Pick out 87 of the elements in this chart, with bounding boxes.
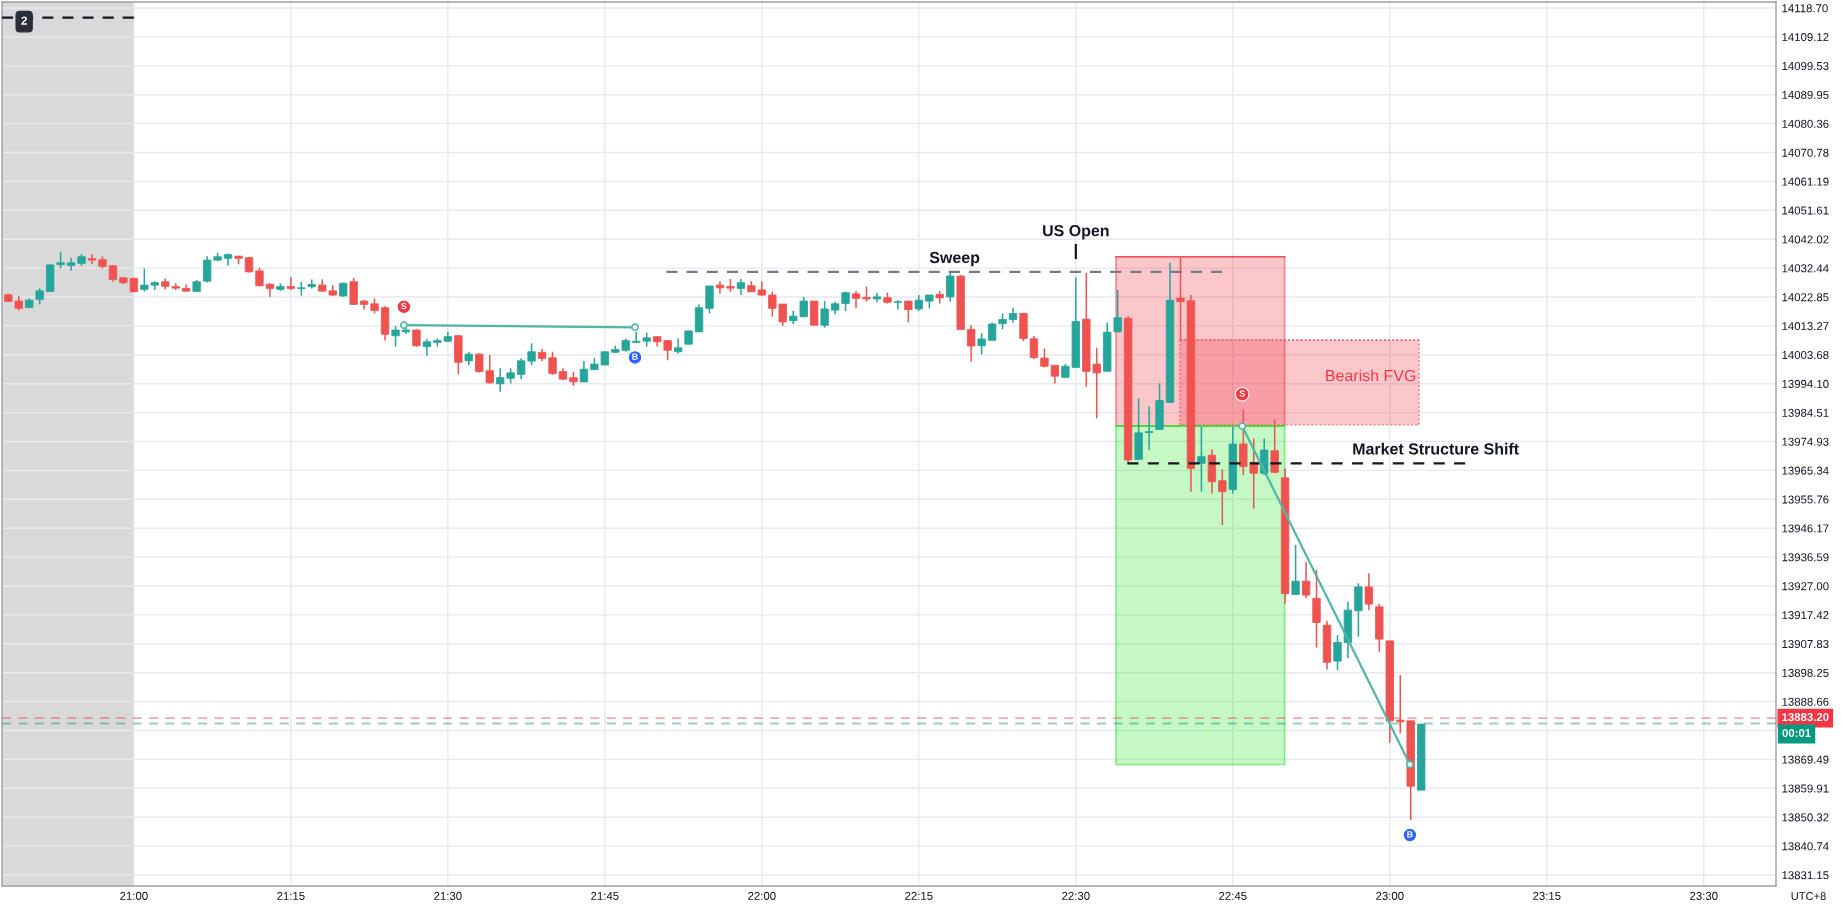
candlestick (705, 285, 714, 315)
annotation: 2 (21, 16, 27, 25)
x-tick-label: 21:00 (120, 891, 148, 900)
candlestick (66, 256, 76, 272)
candlestick (904, 300, 913, 324)
x-tick-label: 21:30 (434, 891, 462, 900)
y-tick-label: 14099.53 (1782, 62, 1829, 71)
y-tick-label: 14080.36 (1782, 119, 1829, 128)
candlestick (1301, 561, 1311, 600)
x-tick-label: 22:30 (1062, 891, 1090, 900)
candlestick (1050, 364, 1060, 385)
candlestick (1218, 468, 1227, 526)
candlestick (1144, 405, 1154, 451)
x-tick-label: 21:45 (591, 891, 619, 900)
point (1238, 422, 1247, 431)
y-tick-label: 13831.15 (1782, 871, 1829, 880)
y-tick-label: 13984.51 (1782, 408, 1829, 417)
point (1405, 760, 1414, 769)
y-tick-label: 13907.83 (1782, 639, 1829, 649)
candlestick (946, 271, 955, 303)
y-tick-label: 13869.49 (1782, 755, 1829, 764)
data-label: B (632, 353, 638, 360)
y-tick-label: 14013.27 (1782, 322, 1829, 331)
candlestick (286, 275, 296, 291)
y-tick-label: 13888.66 (1782, 697, 1829, 706)
y-tick-label: 13859.91 (1782, 784, 1829, 793)
y-tick-label: 13927.00 (1782, 582, 1829, 591)
candlestick (548, 350, 557, 376)
candlestick (1354, 582, 1363, 638)
candlestick (1333, 634, 1342, 671)
candlestick (349, 277, 358, 306)
candlestick (1176, 256, 1185, 341)
x-tick-label: 21:15 (277, 891, 305, 900)
y-tick-label: 13955.76 (1782, 495, 1829, 504)
y-tick-label: 13946.17 (1782, 524, 1829, 533)
candlestick (1029, 335, 1039, 361)
x-tick-label: 23:00 (1376, 891, 1404, 900)
y-tick-label: 13936.59 (1782, 553, 1829, 562)
annotation: Sweep (929, 251, 980, 267)
data-label: S (1239, 390, 1245, 397)
candlestick (977, 332, 986, 356)
data-label: S (401, 302, 407, 310)
point (399, 321, 408, 330)
candlestick (966, 324, 976, 363)
candlestick (820, 300, 829, 329)
text: UTC+8 (1791, 892, 1826, 900)
y-tick-label: 13850.32 (1782, 813, 1829, 822)
candlestick (87, 253, 97, 266)
y-tick-label: 13840.74 (1782, 842, 1829, 851)
candlestick (893, 299, 903, 311)
series-label: Bearish FVG (1326, 369, 1416, 382)
y-tick-label: 13898.25 (1782, 668, 1829, 677)
point (631, 323, 639, 332)
y-tick-label: 14003.68 (1782, 350, 1829, 360)
candlestick (673, 337, 683, 355)
candlestick (255, 266, 264, 288)
x-tick-label: 23:30 (1690, 891, 1718, 900)
y-tick-label: 14042.02 (1782, 235, 1829, 244)
x-tick-label: 23:15 (1533, 891, 1561, 900)
candlestick (935, 290, 944, 305)
x-tick-label: 22:15 (905, 891, 933, 900)
y-tick-label: 14051.61 (1782, 206, 1829, 215)
candlestick (391, 325, 400, 348)
candlestick (715, 280, 725, 295)
candlestick (1270, 418, 1279, 475)
candlestick (1197, 426, 1206, 493)
y-tick-label: 14070.78 (1782, 148, 1829, 157)
y-tick-label: 14061.19 (1782, 177, 1829, 186)
x-tick-label: 22:00 (748, 891, 776, 900)
y-tick-label: 13965.34 (1782, 466, 1829, 475)
y-tick-label: 13974.93 (1782, 437, 1829, 446)
y-tick-label: 14032.44 (1782, 264, 1829, 273)
y-tick-label: 14089.95 (1782, 90, 1829, 99)
y-tick-label: 14022.85 (1782, 293, 1829, 302)
y-tick-label: 13994.10 (1782, 379, 1829, 388)
data-label: B (1407, 831, 1413, 838)
y-tick-label: 14118.70 (1782, 4, 1828, 13)
ref-line-label: 13883.20 (1782, 713, 1829, 722)
candlestick (1291, 544, 1300, 596)
x-tick-label: 22:45 (1219, 891, 1247, 900)
text: 00:01 (1782, 728, 1811, 738)
y-tick-label: 14109.12 (1782, 33, 1829, 42)
annotation: US Open (1043, 224, 1109, 240)
candlestick (579, 360, 589, 383)
y-tick-label: 13917.42 (1782, 611, 1829, 620)
candlestick (1364, 572, 1374, 611)
annotation: Market Structure Shift (1353, 442, 1519, 455)
